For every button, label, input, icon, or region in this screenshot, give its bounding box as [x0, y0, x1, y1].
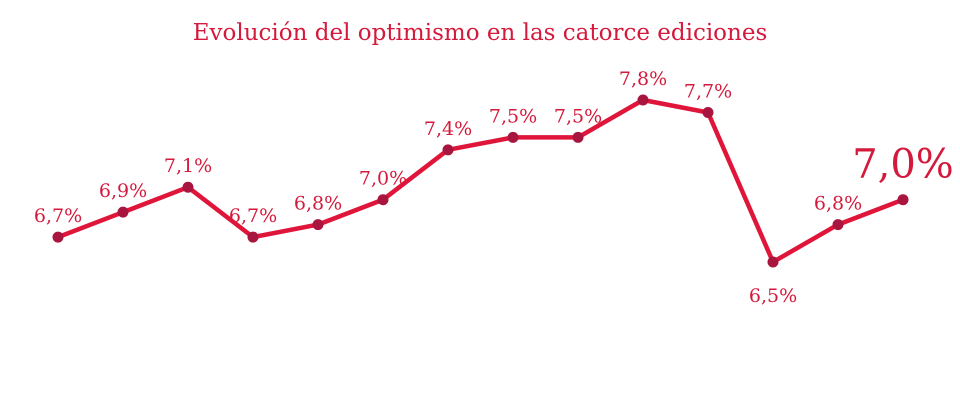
data-point: [377, 194, 389, 206]
data-point: [117, 206, 129, 218]
data-point: [637, 94, 649, 106]
data-label: 7,7%: [684, 81, 732, 103]
series-line-layer: [55, 97, 906, 265]
data-point: [507, 131, 519, 143]
data-label: 6,7%: [229, 205, 277, 227]
data-label: 7,1%: [164, 155, 212, 177]
data-label: 6,5%: [749, 285, 797, 307]
data-point: [832, 219, 844, 231]
series-line: [55, 97, 906, 265]
data-label: 7,8%: [619, 68, 667, 90]
data-point: [767, 256, 779, 268]
highlight-data-label: 7,0%: [852, 142, 954, 188]
data-point: [442, 144, 454, 156]
data-label: 7,5%: [554, 105, 602, 127]
data-label: 6,8%: [294, 193, 342, 215]
data-label: 6,7%: [34, 205, 82, 227]
data-point: [52, 231, 64, 243]
data-label: 7,0%: [359, 168, 407, 190]
data-label-layer: 6,7% 6,9% 7,1% 6,7% 6,8% 7,0% 7,4% 7,5% 7,5% 7,8%…: [34, 68, 954, 307]
data-point: [247, 231, 259, 243]
data-point: [702, 106, 714, 118]
data-point: [312, 219, 324, 231]
data-label: 7,4%: [424, 118, 472, 140]
data-point-layer: [52, 94, 909, 268]
data-point: [897, 194, 909, 206]
data-label: 7,5%: [489, 105, 537, 127]
data-label: 6,8%: [814, 193, 862, 215]
data-point: [182, 181, 194, 193]
data-point: [572, 131, 584, 143]
chart-title: Evolución del optimismo en las catorce e…: [192, 20, 768, 46]
data-label: 6,9%: [99, 180, 147, 202]
